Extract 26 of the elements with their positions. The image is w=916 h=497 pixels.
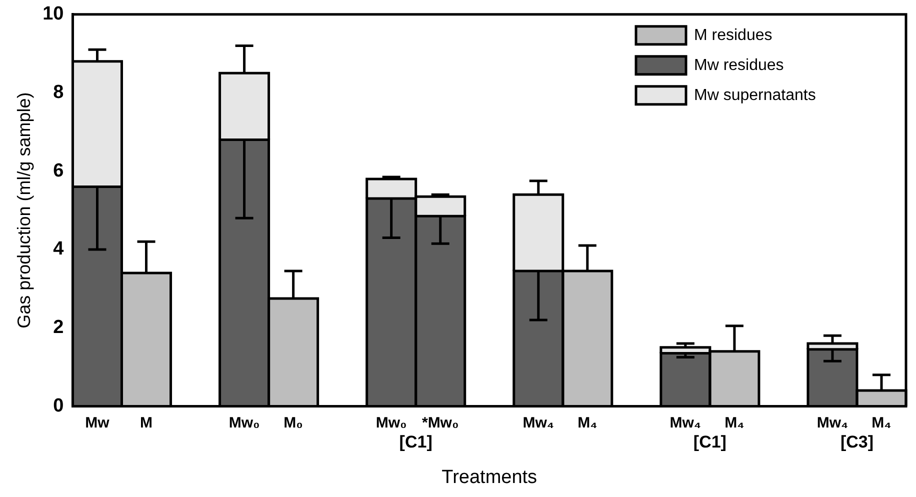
y-tick-label: 4 [53, 238, 64, 260]
x-tick-label: M₀ [284, 414, 303, 432]
legend-label: M residues [694, 26, 772, 44]
x-tick-label: Mw [85, 414, 110, 432]
x-tick-label: M₄ [724, 414, 744, 432]
y-axis-title: Gas production (ml/g sample) [14, 92, 34, 328]
y-tick-label: 6 [53, 160, 64, 182]
y-tick-label: 8 [53, 82, 64, 103]
y-tick-label: 10 [42, 4, 64, 25]
legend-label: Mw residues [694, 56, 784, 74]
text: [C1] [399, 432, 432, 452]
y-tick-label: 0 [53, 395, 64, 416]
x-tick-label: Mw₄ [670, 414, 702, 432]
x-tick-label: Mw₄ [816, 414, 848, 432]
legend-label: Mw supernatants [694, 86, 816, 104]
x-tick-label: Mw₀ [228, 414, 260, 432]
text: [C3] [840, 432, 874, 452]
x-tick-label: M [140, 414, 153, 432]
x-tick-label: Mw₄ [522, 414, 554, 432]
x-axis-title: Treatments [442, 466, 538, 488]
text: [C1] [693, 432, 726, 452]
y-tick-label: 2 [53, 317, 64, 338]
x-tick-label: M₄ [578, 414, 598, 432]
x-tick-label: Mw₀ [376, 414, 407, 432]
x-tick-label: *Mw₀ [422, 414, 459, 432]
x-tick-label: M₄ [872, 414, 892, 432]
